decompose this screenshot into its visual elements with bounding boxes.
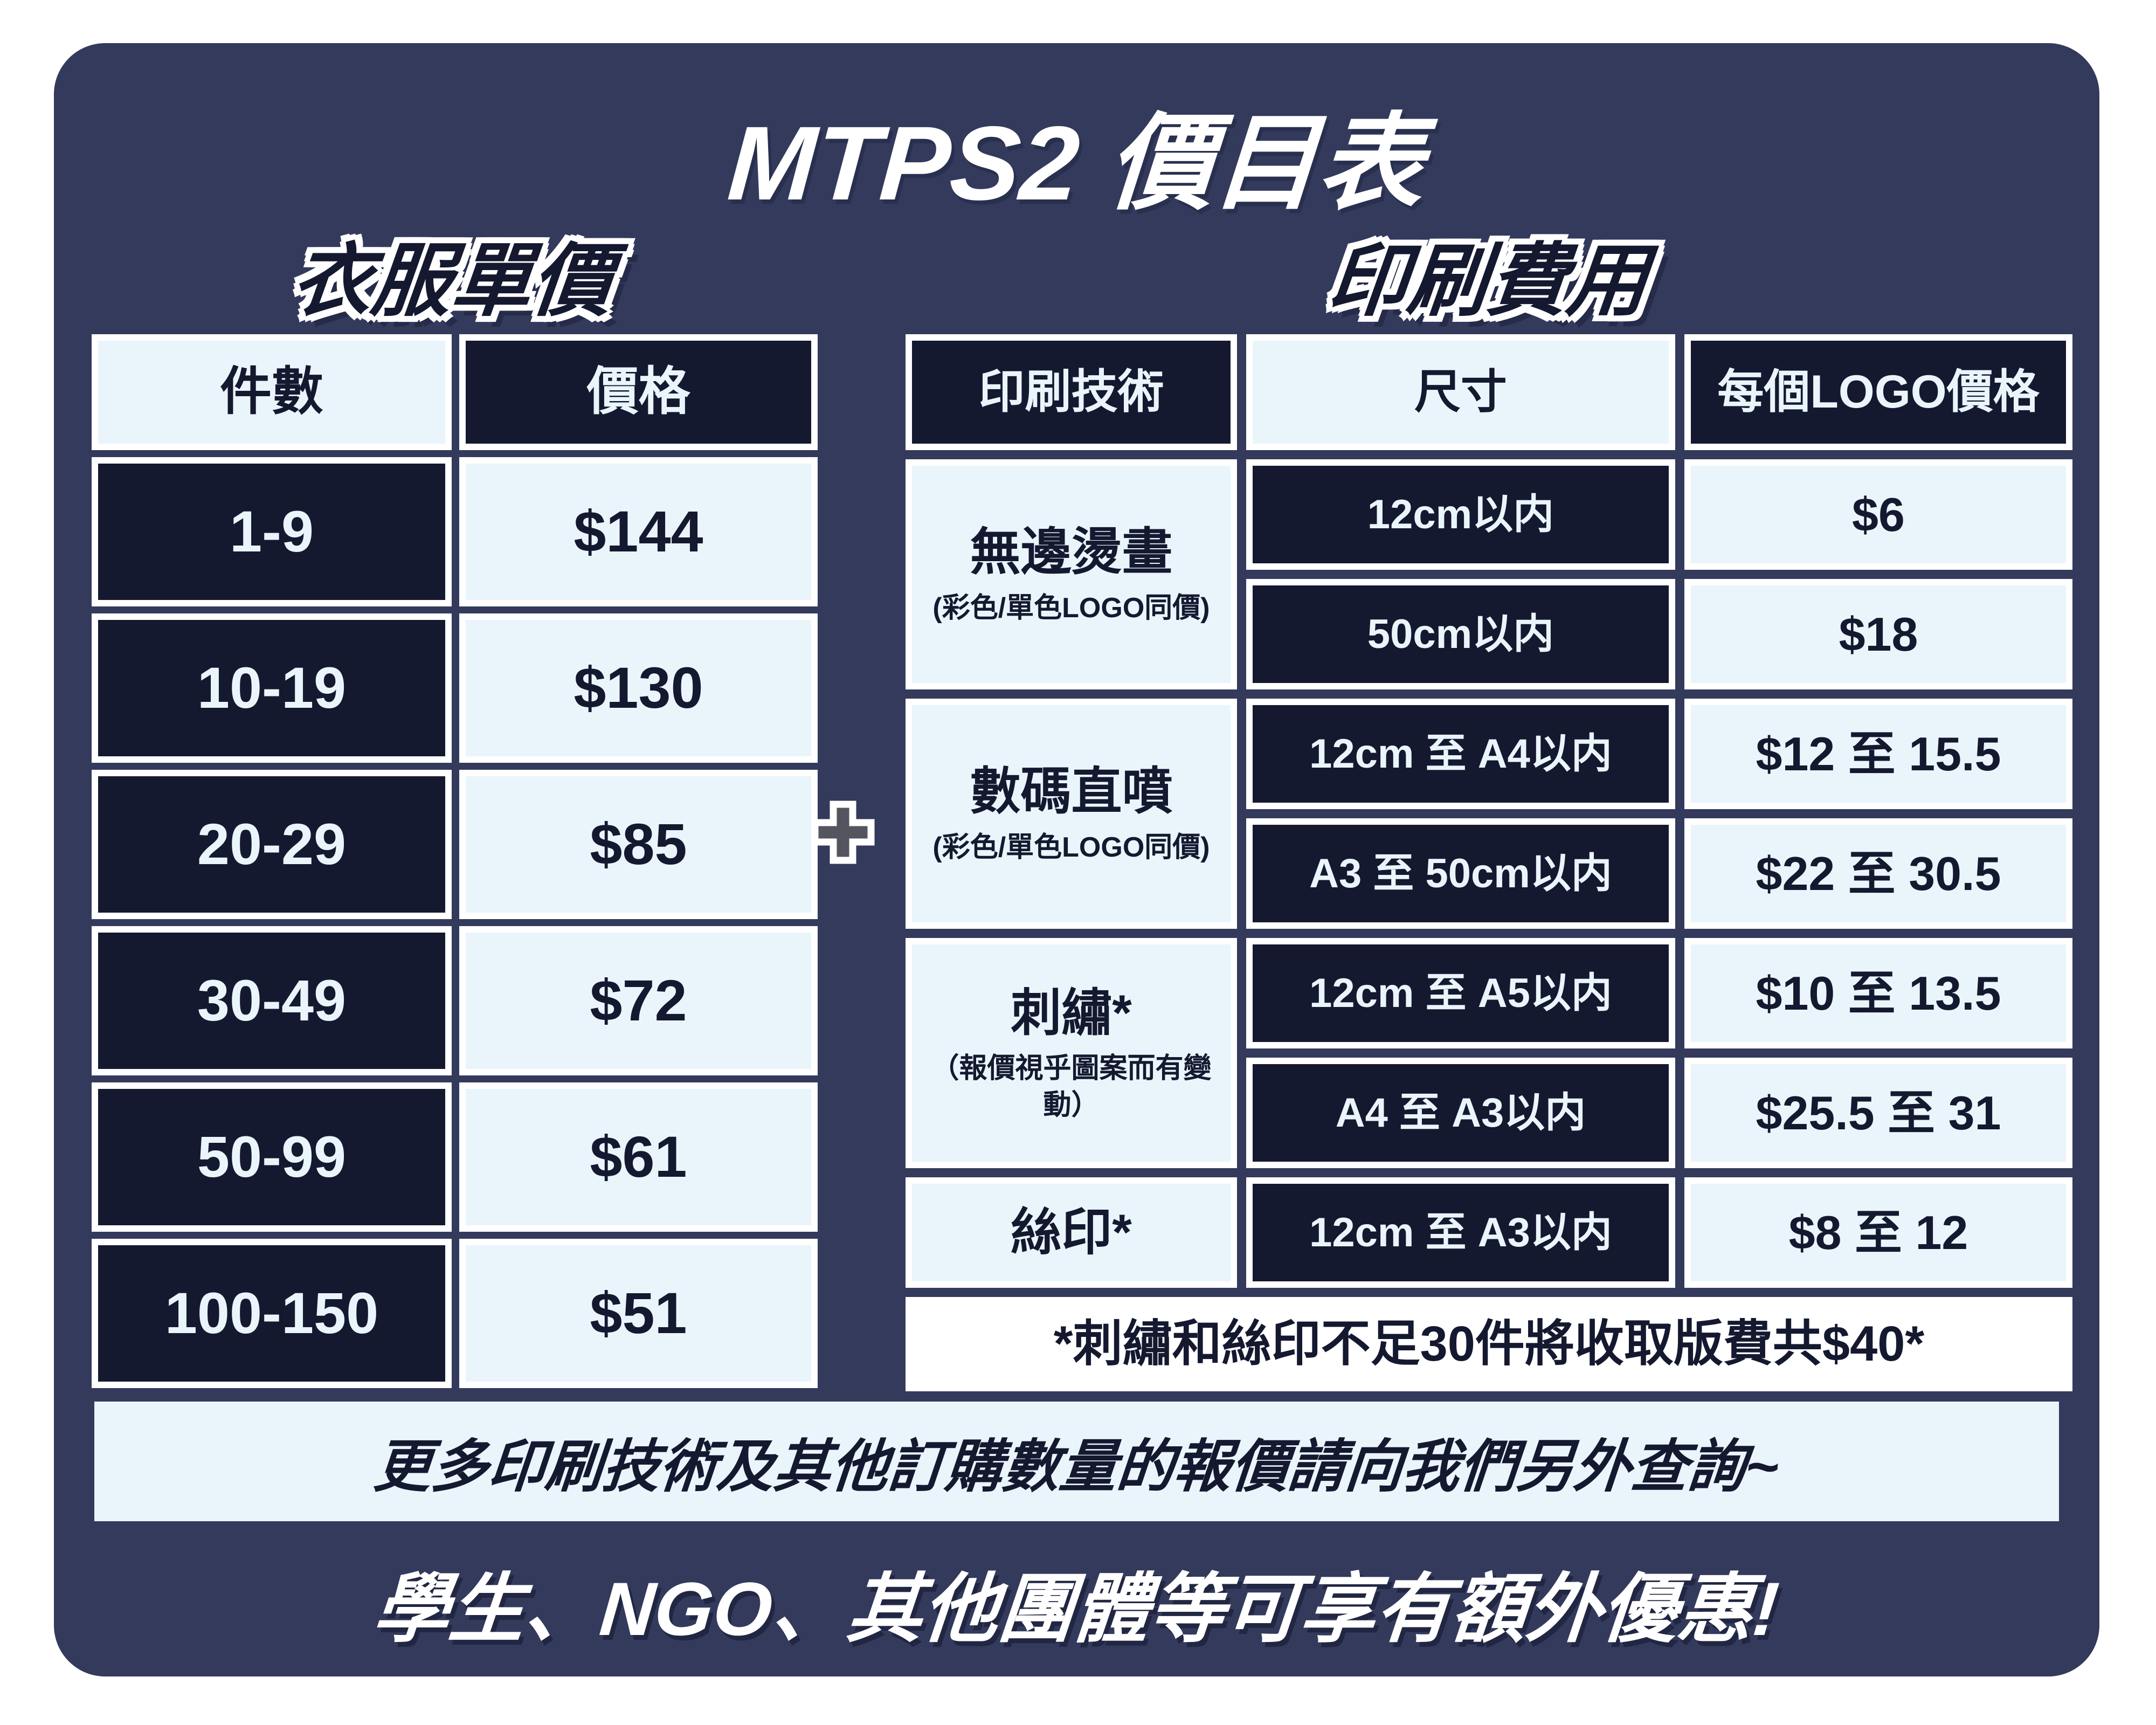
logo-price-cell: $22 至 30.5	[1684, 818, 2072, 929]
logo-price-cell: $6	[1684, 459, 2072, 570]
logo-price-cell: $12 至 15.5	[1684, 699, 2072, 809]
technique-cell: 絲印*	[906, 1177, 1237, 1288]
column-header-size: 尺寸	[1246, 334, 1675, 450]
logo-price-cell: $25.5 至 31	[1684, 1058, 2072, 1168]
quantity-range-cell: 100-150	[92, 1239, 452, 1388]
clothing-price-table: 件數 價格 1-9 $144 10-19 $130 20-29 $85 30-4…	[92, 334, 818, 1388]
unit-price-cell: $85	[459, 770, 818, 919]
technique-name: 刺繡*	[1011, 984, 1132, 1041]
unit-price-cell: $61	[459, 1082, 818, 1232]
size-cell: A3 至 50cm以内	[1246, 818, 1675, 929]
technique-cell: 無邊燙畫 (彩色/單色LOGO同價)	[906, 459, 1237, 689]
size-cell: 12cm 至 A5以内	[1246, 938, 1675, 1048]
size-cell: 12cm 至 A4以内	[1246, 699, 1675, 809]
quantity-range-cell: 10-19	[92, 613, 452, 763]
size-cell: 12cm 至 A3以内	[1246, 1177, 1675, 1288]
column-header-technique: 印刷技術	[906, 334, 1237, 450]
plus-icon	[810, 799, 876, 865]
size-cell: 50cm以内	[1246, 579, 1675, 689]
unit-price-cell: $130	[459, 613, 818, 763]
column-header-logo-price: 每個LOGO價格	[1684, 334, 2072, 450]
printing-section-heading: 印刷費用	[1323, 237, 1653, 326]
technique-cell: 刺繡* （報價視乎圖案而有變動）	[906, 938, 1237, 1168]
unit-price-cell: $51	[459, 1239, 818, 1388]
quantity-range-cell: 50-99	[92, 1082, 452, 1232]
technique-name: 絲印*	[1011, 1204, 1132, 1261]
page-title: MTPS2 價目表	[724, 105, 1428, 222]
quantity-range-cell: 1-9	[92, 457, 452, 606]
plus-icon-glyph	[811, 801, 875, 864]
technique-note: （報價視乎圖案而有變動）	[931, 1053, 1212, 1121]
technique-cell: 數碼直噴 (彩色/單色LOGO同價)	[906, 699, 1237, 929]
technique-name: 數碼直噴	[970, 763, 1173, 820]
logo-price-cell: $8 至 12	[1684, 1177, 2072, 1288]
size-cell: A4 至 A3以内	[1246, 1058, 1675, 1168]
size-cell: 12cm以内	[1246, 459, 1675, 570]
column-header-price: 價格	[459, 334, 818, 450]
quantity-range-cell: 30-49	[92, 926, 452, 1075]
unit-price-cell: $72	[459, 926, 818, 1075]
printing-price-table: 印刷技術 尺寸 每個LOGO價格 無邊燙畫 (彩色/單色LOGO同價) 12cm…	[906, 334, 2072, 1391]
unit-price-cell: $144	[459, 457, 818, 606]
clothing-section-heading: 衣服單價	[287, 237, 617, 326]
footnote-row: *刺繡和絲印不足30件將收取版費共$40*	[906, 1297, 2072, 1391]
quantity-range-cell: 20-29	[92, 770, 452, 919]
technique-note: (彩色/單色LOGO同價)	[932, 592, 1210, 624]
technique-name: 無邊燙畫	[970, 523, 1173, 581]
footer-note: 學生、NGO、其他團體等可享有額外優惠!	[370, 1567, 1782, 1651]
logo-price-cell: $18	[1684, 579, 2072, 689]
technique-note: (彩色/單色LOGO同價)	[932, 832, 1210, 864]
logo-price-cell: $10 至 13.5	[1684, 938, 2072, 1048]
info-banner-text: 更多印刷技術及其他訂購數量的報價請向我們另外查詢~	[371, 1435, 1781, 1499]
column-header-quantity: 件數	[92, 334, 452, 450]
info-banner: 更多印刷技術及其他訂購數量的報價請向我們另外查詢~	[94, 1402, 2059, 1521]
